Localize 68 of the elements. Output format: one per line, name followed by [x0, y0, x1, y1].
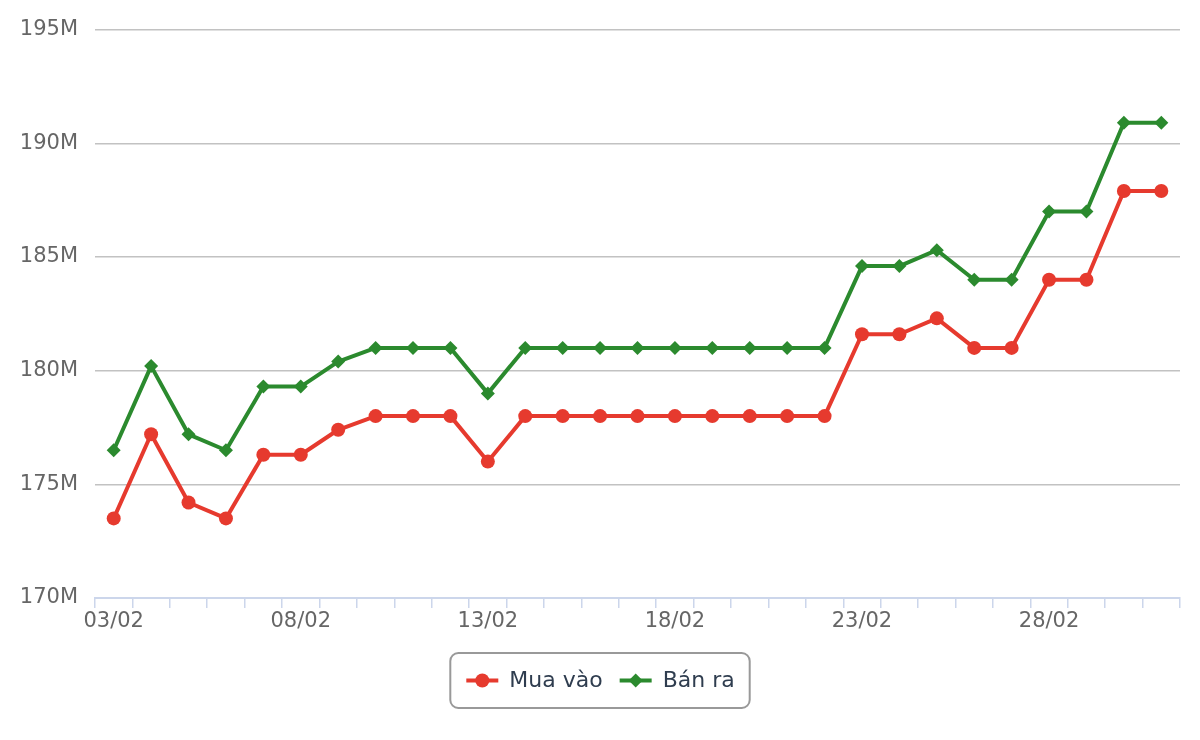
point: [742, 409, 757, 424]
point: [555, 340, 570, 355]
point: [1079, 204, 1094, 219]
point: [817, 340, 832, 355]
point: [106, 511, 121, 526]
y-tick-label: 190M: [19, 129, 78, 154]
x-tick-label: 28/02: [1018, 608, 1080, 633]
point: [1154, 184, 1169, 199]
point: [854, 327, 869, 342]
point: [144, 427, 159, 442]
point: [331, 422, 346, 437]
point: [593, 409, 608, 424]
point: [518, 340, 533, 355]
point: [929, 311, 944, 326]
point: [892, 327, 907, 342]
y-tick-label: 170M: [19, 584, 78, 609]
point: [967, 340, 982, 355]
point: [1154, 115, 1169, 130]
point: [1116, 184, 1131, 199]
point: [892, 259, 907, 274]
point: [218, 443, 233, 458]
x-tick-label: 18/02: [644, 608, 706, 633]
y-tick-label: 195M: [19, 16, 78, 41]
point: [293, 447, 308, 462]
point: [929, 243, 944, 258]
y-tick-label: 185M: [19, 243, 78, 268]
x-tick-label: 03/02: [83, 608, 144, 633]
point: [854, 259, 869, 274]
point: [443, 409, 458, 424]
point: [817, 409, 832, 424]
point: [1004, 340, 1019, 355]
point: [368, 340, 383, 355]
point: [106, 443, 121, 458]
point: [480, 454, 495, 469]
point: [368, 409, 383, 424]
point: [443, 340, 458, 355]
x-tick-label: 23/02: [831, 608, 893, 633]
point: [256, 447, 271, 462]
y-tick-label: 180M: [19, 357, 78, 382]
point: [144, 359, 159, 374]
point: [480, 386, 495, 401]
point: [406, 409, 421, 424]
point: [181, 495, 196, 510]
point: [742, 340, 757, 355]
point: [181, 427, 196, 442]
legend-label: Mua vào: [509, 667, 603, 693]
point: [1042, 204, 1057, 219]
point: [555, 409, 570, 424]
point: [1116, 115, 1131, 130]
point: [630, 340, 645, 355]
point: [1042, 272, 1057, 287]
point: [331, 354, 346, 369]
point: [293, 379, 308, 394]
point: [667, 409, 682, 424]
point: [705, 409, 720, 424]
point: [705, 340, 720, 355]
point: [780, 409, 795, 424]
point: [1079, 272, 1094, 287]
point: [218, 511, 233, 526]
point: [1004, 272, 1019, 287]
x-tick-label: 13/02: [457, 608, 519, 633]
x-tick-label: 08/02: [270, 608, 332, 633]
point: [630, 409, 645, 424]
point: [967, 272, 982, 287]
y-tick-label: 175M: [19, 470, 78, 495]
point: [256, 379, 271, 394]
point: [518, 409, 533, 424]
legend-label: Bán ra: [662, 667, 735, 693]
